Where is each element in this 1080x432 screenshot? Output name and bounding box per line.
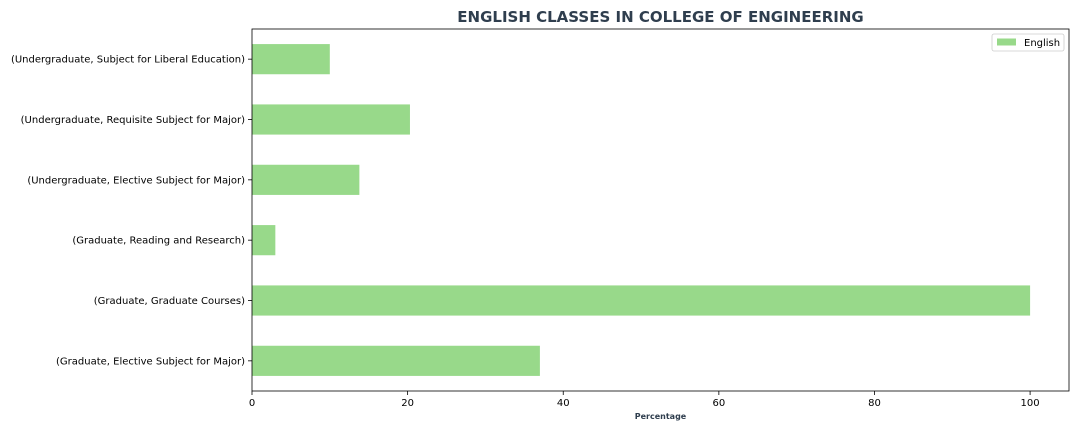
x-tick-label: 60 (712, 398, 725, 409)
bar (252, 164, 360, 195)
bar (252, 285, 1031, 316)
bar (252, 104, 410, 135)
x-tick-label: 0 (249, 398, 255, 409)
bar (252, 44, 330, 75)
y-tick-label: (Undergraduate, Requisite Subject for Ma… (21, 115, 245, 126)
bar (252, 225, 276, 256)
legend-label: English (1024, 38, 1060, 49)
legend: English (991, 33, 1065, 52)
x-axis-label: Percentage (635, 412, 687, 421)
chart-title: ENGLISH CLASSES IN COLLEGE OF ENGINEERIN… (457, 8, 863, 26)
bars-group (252, 44, 1031, 376)
x-tick-label: 100 (1021, 398, 1040, 409)
y-tick-label: (Graduate, Reading and Research) (72, 236, 245, 247)
bar (252, 345, 540, 376)
y-tick-label: (Graduate, Elective Subject for Major) (56, 356, 245, 367)
legend-box (991, 33, 1065, 52)
x-axis: 0 20 40 60 80 100 (249, 391, 1040, 409)
x-tick-label: 40 (557, 398, 570, 409)
legend-swatch (997, 38, 1016, 46)
x-tick-label: 20 (401, 398, 414, 409)
y-tick-label: (Undergraduate, Subject for Liberal Educ… (11, 55, 245, 66)
plot-frame (251, 28, 1070, 392)
x-tick-label: 80 (868, 398, 881, 409)
y-axis: (Undergraduate, Subject for Liberal Educ… (11, 55, 252, 367)
y-tick-label: (Undergraduate, Elective Subject for Maj… (27, 175, 245, 186)
y-tick-label: (Graduate, Graduate Courses) (94, 296, 245, 307)
